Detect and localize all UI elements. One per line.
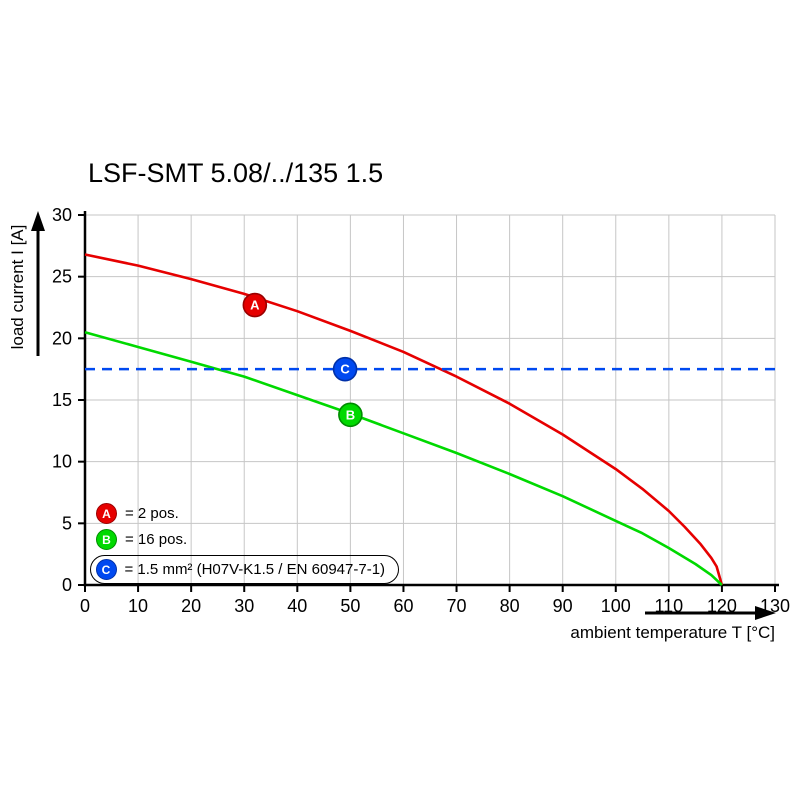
svg-text:25: 25 <box>52 267 72 287</box>
svg-text:0: 0 <box>62 575 72 595</box>
x-axis-label: ambient temperature T [°C] <box>570 623 775 642</box>
svg-text:90: 90 <box>553 596 573 616</box>
svg-text:30: 30 <box>52 205 72 225</box>
svg-text:80: 80 <box>500 596 520 616</box>
svg-text:15: 15 <box>52 390 72 410</box>
svg-text:30: 30 <box>234 596 254 616</box>
chart-legend: A = 2 pos. B = 16 pos. C = 1.5 mm² (H07V… <box>89 503 400 584</box>
svg-text:0: 0 <box>80 596 90 616</box>
svg-text:70: 70 <box>447 596 467 616</box>
svg-text:C: C <box>340 362 350 377</box>
svg-text:120: 120 <box>707 596 737 616</box>
svg-text:10: 10 <box>52 452 72 472</box>
svg-text:10: 10 <box>128 596 148 616</box>
legend-label-b: = 16 pos. <box>125 531 188 548</box>
legend-label-c: = 1.5 mm² (H07V-K1.5 / EN 60947-7-1) <box>124 561 386 578</box>
svg-text:20: 20 <box>52 328 72 348</box>
legend-badge-b: B <box>96 529 117 550</box>
chart-canvas: 0 10 20 30 40 50 60 70 80 90 100 110 120 130051015202… <box>31 205 790 620</box>
svg-text:100: 100 <box>601 596 631 616</box>
legend-item-c: C = 1.5 mm² (H07V-K1.5 / EN 60947-7-1) <box>89 555 400 584</box>
legend-item-a: A = 2 pos. <box>96 503 179 524</box>
svg-text:50: 50 <box>340 596 360 616</box>
svg-text:40: 40 <box>287 596 307 616</box>
svg-text:110: 110 <box>654 596 683 616</box>
legend-item-b: B = 16 pos. <box>96 529 187 550</box>
legend-badge-c: C <box>95 559 117 580</box>
svg-text:60: 60 <box>393 596 413 616</box>
legend-label-a: = 2 pos. <box>125 505 179 522</box>
svg-text:20: 20 <box>181 596 201 616</box>
legend-badge-a: A <box>96 503 117 524</box>
svg-text:B: B <box>346 407 355 422</box>
chart-title: LSF-SMT 5.08/../135 1.5 <box>88 158 384 188</box>
svg-text:5: 5 <box>62 513 72 533</box>
svg-text:A: A <box>250 298 260 313</box>
